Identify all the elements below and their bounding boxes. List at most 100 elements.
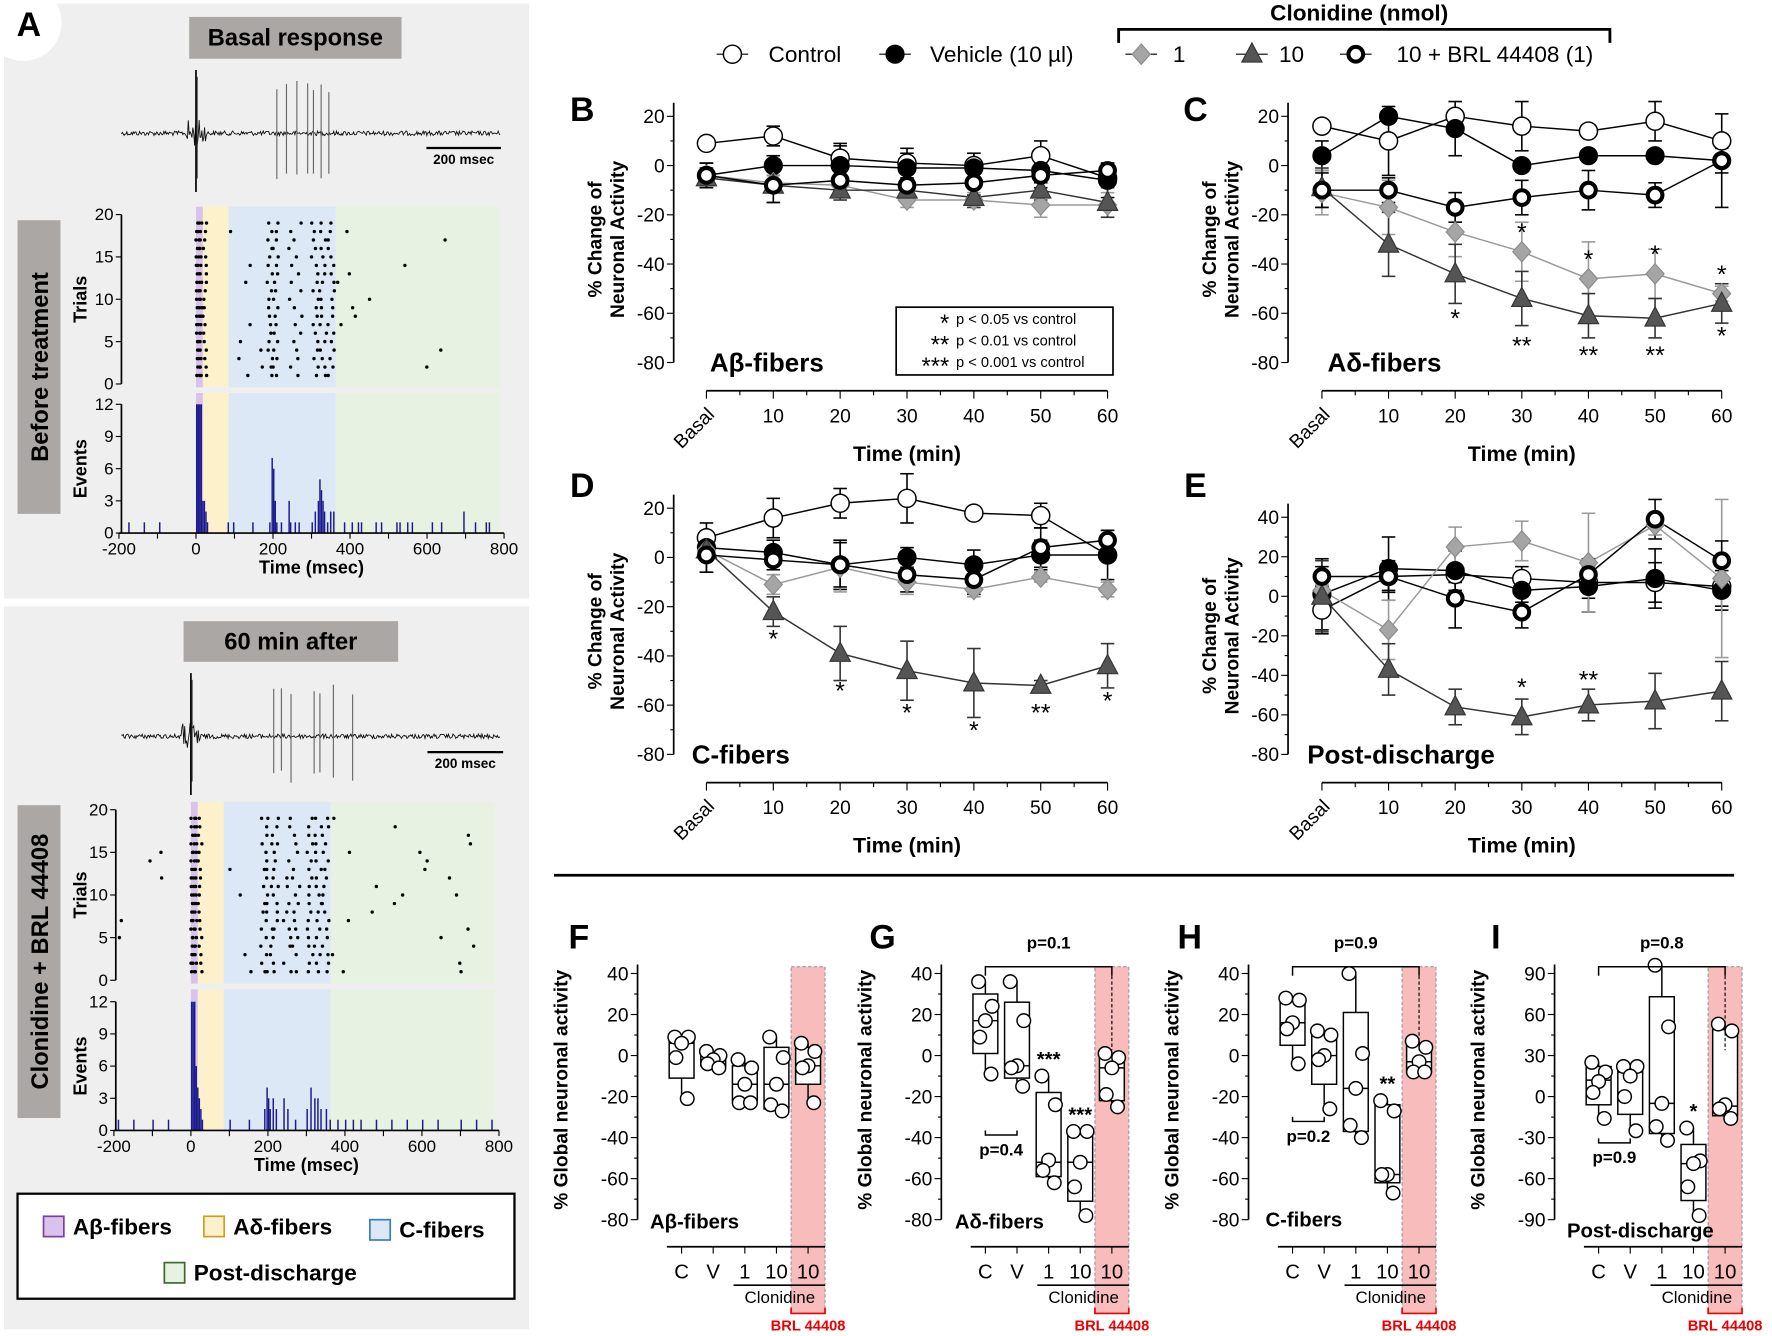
- spike-dot: [309, 859, 313, 863]
- histogram-bar: [197, 404, 199, 534]
- histogram-bar: [326, 522, 329, 534]
- clonidine-group-title: Clonidine (nmol): [1270, 0, 1448, 25]
- data-point: [1645, 111, 1665, 132]
- spike-dot: [292, 238, 296, 242]
- brl-highlight-band: [790, 966, 826, 1314]
- data-point: [1279, 1021, 1295, 1037]
- x-tick-label: 30: [896, 798, 917, 819]
- spike-dot: [332, 331, 336, 335]
- spike-dot: [318, 322, 322, 327]
- spike-dot: [321, 893, 325, 897]
- significance-star: *: [1517, 220, 1527, 247]
- data-point: [830, 170, 850, 190]
- spike-dot: [260, 842, 264, 846]
- data-point: [1341, 965, 1357, 981]
- y-tick-label: 12: [89, 992, 108, 1011]
- significance-star: *: [1717, 262, 1727, 289]
- spike-dot: [346, 918, 351, 923]
- data-point: [1378, 106, 1399, 126]
- spike-dot: [332, 348, 336, 352]
- spike-dot: [439, 935, 443, 940]
- spike-dot: [307, 893, 311, 897]
- data-point: [1510, 286, 1533, 307]
- y-tick-label: 20: [643, 107, 664, 128]
- x-tick-label: 10: [763, 406, 784, 427]
- y-tick-label: 0: [1535, 1087, 1546, 1108]
- data-point: [696, 133, 717, 154]
- group-label: V: [1623, 1261, 1637, 1283]
- spike-dot: [323, 867, 327, 872]
- histogram-bar: [294, 1119, 297, 1131]
- y-tick-label: -60: [1212, 1169, 1240, 1190]
- spike-dot: [237, 356, 241, 361]
- spike-dot: [288, 825, 292, 829]
- spike-dot: [326, 961, 331, 965]
- y-tick-label: -20: [1212, 1087, 1240, 1108]
- spike-dot: [347, 850, 352, 855]
- group-label: V: [706, 1261, 720, 1283]
- data-point: [1078, 1208, 1094, 1224]
- spike-dot: [198, 348, 202, 352]
- data-point: [1312, 116, 1332, 136]
- spike-dot: [314, 859, 318, 863]
- data-point: [1579, 565, 1598, 584]
- spike-dot: [272, 927, 276, 931]
- spike-dot: [194, 314, 199, 318]
- spike-dot: [190, 867, 194, 872]
- x-tick-label: 30: [896, 406, 917, 427]
- histogram-bar: [344, 1119, 347, 1131]
- histogram-bar: [333, 511, 335, 534]
- spike-dot: [261, 910, 265, 914]
- spike-dot: [273, 859, 277, 863]
- y-tick-label: -40: [1212, 1128, 1240, 1149]
- spike-dot: [299, 289, 303, 293]
- spike-dot: [228, 867, 232, 872]
- data-point: [1512, 580, 1532, 600]
- region-afibers: [195, 206, 203, 388]
- brl-label: BRL 44408: [1074, 1318, 1149, 1334]
- group-label: 1: [1656, 1261, 1667, 1283]
- data-point: [829, 640, 852, 662]
- spike-dot: [323, 373, 328, 378]
- panel-i: I -90 -60 -30 0 30 60 90 % Global neuronal activ…: [1469, 919, 1763, 1335]
- significance-star: **: [1512, 333, 1532, 360]
- spike-dot: [194, 825, 199, 829]
- spike-dot: [199, 263, 203, 268]
- spike-dot: [265, 859, 269, 863]
- histogram-bar: [399, 522, 401, 534]
- spike-dot: [202, 339, 206, 344]
- condition-label: Clonidine + BRL 44408: [28, 834, 54, 1090]
- spike-dot: [305, 850, 309, 855]
- y-tick-label: 0: [104, 524, 113, 543]
- spike-dot: [314, 884, 318, 889]
- y-axis-label: % Global neuronal activity: [1162, 970, 1183, 1210]
- histogram-bar: [437, 1119, 439, 1131]
- brl-label: BRL 44408: [1688, 1318, 1763, 1334]
- data-point: [744, 1060, 760, 1076]
- y-tick-label: 90: [1524, 964, 1545, 985]
- spike-dot: [307, 901, 311, 906]
- y-tick-label: -20: [905, 1087, 933, 1108]
- spike-dot: [329, 272, 333, 276]
- x-tick-label: -200: [97, 1137, 131, 1156]
- spike-dot: [203, 255, 208, 259]
- fiber-label: Aδ-fibers: [1328, 348, 1442, 378]
- histogram-bar: [287, 1109, 289, 1131]
- spike-dot: [198, 876, 203, 880]
- spike-dot: [330, 952, 335, 957]
- raster-panel: 60 min after Clonidine + BRL 44408 200 mse…: [17, 621, 513, 1175]
- spike-dot: [316, 910, 320, 914]
- spike-dot: [310, 876, 314, 880]
- spike-dot: [276, 255, 280, 259]
- spike-dot: [267, 297, 271, 301]
- group-label: 10: [1714, 1261, 1737, 1283]
- spike-dot: [319, 221, 323, 225]
- y-axis-label: Events: [70, 1036, 90, 1095]
- y-tick-label: -80: [905, 1210, 933, 1231]
- spike-dot: [330, 297, 334, 301]
- spike-dot: [458, 961, 462, 965]
- legend-marker-circle-thick: [1346, 44, 1366, 64]
- histogram-bar: [407, 522, 409, 534]
- spike-dot: [198, 272, 202, 276]
- spike-dot: [204, 221, 209, 225]
